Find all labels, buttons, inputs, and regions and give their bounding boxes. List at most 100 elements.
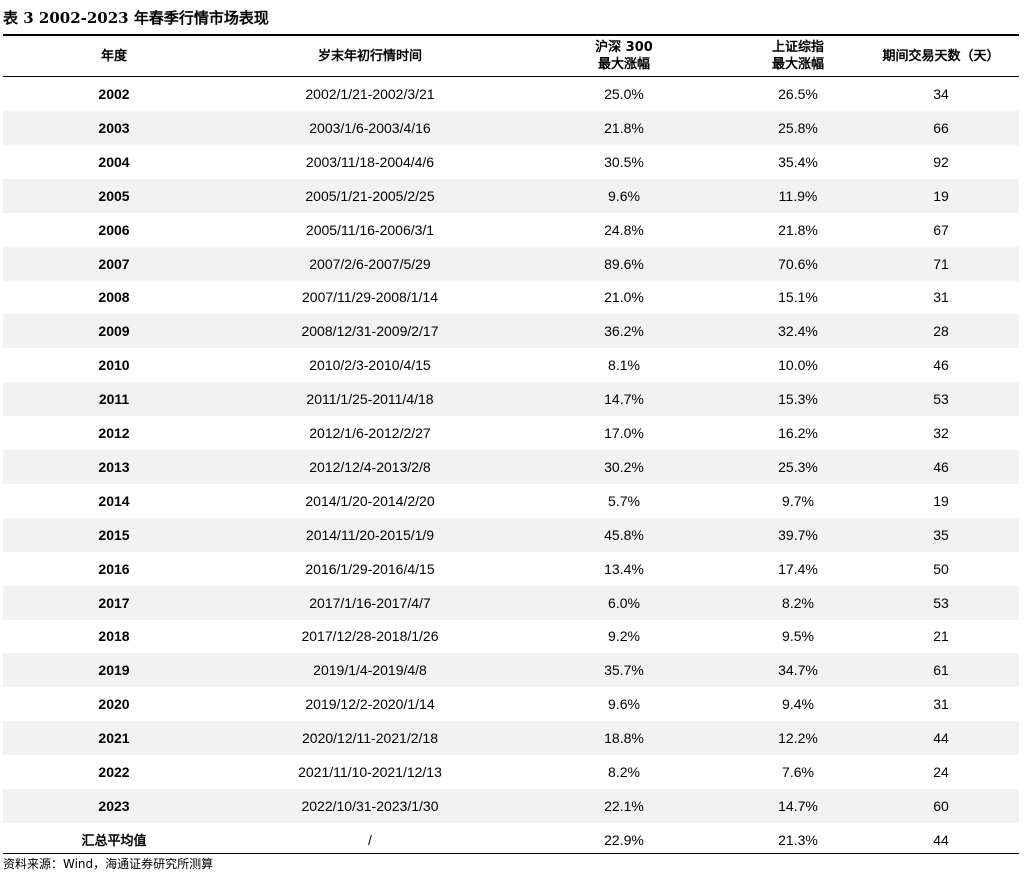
- hs300-cell: 9.2%: [608, 628, 640, 645]
- sz-cell: 35.4%: [778, 153, 818, 170]
- hs300-cell: 6.0%: [608, 594, 640, 611]
- table-row: 2009 2008/12/31-2009/2/17 36.2% 32.4% 28: [3, 314, 1019, 349]
- sz-cell: 39.7%: [778, 526, 818, 543]
- table-row: 2015 2014/11/20-2015/1/9 45.8% 39.7% 35: [3, 517, 1019, 552]
- sz-cell: 11.9%: [778, 187, 818, 204]
- days-cell: 24: [933, 764, 949, 780]
- table-row: 2019 2019/1/4-2019/4/8 35.7% 34.7% 61: [3, 653, 1019, 688]
- table-row: 2016 2016/1/29-2016/4/15 13.4% 17.4% 50: [3, 552, 1019, 586]
- table-row: 2017 2017/1/16-2017/4/7 6.0% 8.2% 53: [3, 585, 1019, 620]
- year-cell: 2002: [98, 86, 130, 102]
- days-cell: 19: [933, 492, 949, 509]
- days-cell: 50: [933, 560, 949, 577]
- period-cell: 2021/11/10-2021/12/13: [298, 764, 442, 780]
- period-cell: 2022/10/31-2023/1/30: [301, 797, 439, 814]
- period-cell: 2020/12/11-2021/2/18: [302, 730, 438, 747]
- header-sz-line1: 上证综指: [771, 40, 824, 55]
- year-cell: 2009: [98, 323, 130, 340]
- days-cell: 34: [933, 86, 949, 102]
- table-row: 2004 2003/11/18-2004/4/6 30.5% 35.4% 92: [3, 145, 1019, 179]
- table-row: 2007 2007/2/6-2007/5/29 89.6% 70.6% 71: [3, 246, 1019, 281]
- period-cell: 2007/11/29-2008/1/14: [302, 289, 438, 306]
- period-cell: 2017/12/28-2018/1/26: [301, 628, 439, 645]
- days-cell: 53: [933, 594, 949, 611]
- year-cell: 2011: [98, 391, 130, 408]
- header-sz-line2: 最大涨幅: [771, 57, 824, 72]
- year-cell: 2019: [98, 662, 130, 679]
- year-cell: 2021: [98, 730, 130, 747]
- hs300-cell: 18.8%: [604, 730, 644, 747]
- year-cell: 2018: [98, 628, 130, 645]
- table-row: 2011 2011/1/25-2011/4/18 14.7% 15.3% 53: [3, 382, 1019, 417]
- header-sz: 上证综指 最大涨幅: [733, 39, 863, 73]
- days-cell: 32: [933, 425, 949, 441]
- header-hs300: 沪深 300 最大涨幅: [515, 39, 733, 73]
- sz-cell: 7.6%: [782, 764, 814, 780]
- sz-cell: 32.4%: [778, 323, 818, 340]
- days-cell: 71: [933, 255, 949, 272]
- sz-cell: 70.6%: [778, 255, 818, 272]
- table-header-rule: [3, 76, 1019, 77]
- table-row: 2005 2005/1/21-2005/2/25 9.6% 11.9% 19: [3, 178, 1019, 213]
- period-cell: 2014/11/20-2015/1/9: [305, 526, 435, 543]
- year-cell: 2004: [98, 153, 130, 170]
- sz-cell: 21.8%: [778, 221, 818, 238]
- hs300-cell: 30.2%: [604, 458, 644, 475]
- source-note: 资料来源：Wind，海通证券研究所测算: [3, 857, 214, 871]
- days-cell: 19: [933, 187, 949, 204]
- year-cell: 2007: [98, 255, 130, 272]
- hs300-cell: 30.5%: [604, 153, 644, 170]
- days-cell: 92: [933, 153, 949, 170]
- period-cell: 2005/1/21-2005/2/25: [305, 187, 435, 204]
- period-cell: 2003/1/6-2003/4/16: [309, 119, 431, 136]
- header-hs300-line2: 最大涨幅: [597, 57, 650, 72]
- hs300-cell: 25.0%: [604, 86, 644, 102]
- hs300-cell: 13.4%: [604, 560, 644, 577]
- sz-cell: 9.7%: [782, 492, 814, 509]
- year-cell: 2005: [98, 187, 130, 204]
- hs300-cell: 35.7%: [604, 662, 644, 679]
- summary-period: /: [368, 831, 372, 848]
- period-cell: 2019/12/2-2020/1/14: [305, 696, 435, 713]
- days-cell: 61: [933, 662, 949, 679]
- sz-cell: 9.5%: [782, 628, 814, 645]
- hs300-cell: 45.8%: [604, 526, 644, 543]
- table-row: 2023 2022/10/31-2023/1/30 22.1% 14.7% 60: [3, 788, 1019, 823]
- sz-cell: 14.7%: [778, 797, 818, 814]
- table-row: 2006 2005/11/16-2006/3/1 24.8% 21.8% 67: [3, 213, 1019, 247]
- period-cell: 2011/1/25-2011/4/18: [306, 391, 434, 408]
- hs300-cell: 17.0%: [604, 425, 644, 441]
- sz-cell: 15.3%: [778, 391, 818, 408]
- year-cell: 2023: [98, 797, 130, 814]
- table-row: 2021 2020/12/11-2021/2/18 18.8% 12.2% 44: [3, 721, 1019, 756]
- sz-cell: 34.7%: [778, 662, 818, 679]
- summary-row: 汇总平均值 / 22.9% 21.3% 44: [3, 823, 1019, 857]
- sz-cell: 25.8%: [778, 119, 818, 136]
- sz-cell: 26.5%: [778, 86, 818, 102]
- days-cell: 53: [933, 391, 949, 408]
- table-row: 2012 2012/1/6-2012/2/27 17.0% 16.2% 32: [3, 416, 1019, 450]
- summary-hs300: 22.9%: [604, 831, 644, 848]
- year-cell: 2015: [98, 526, 130, 543]
- hs300-cell: 14.7%: [604, 391, 644, 408]
- period-cell: 2012/1/6-2012/2/27: [309, 425, 431, 441]
- days-cell: 46: [933, 458, 949, 475]
- table-row: 2003 2003/1/6-2003/4/16 21.8% 25.8% 66: [3, 110, 1019, 145]
- table-row: 2002 2002/1/21-2002/3/21 25.0% 26.5% 34: [3, 77, 1019, 111]
- header-days: 期间交易天数（天）: [882, 48, 1000, 64]
- year-cell: 2010: [98, 357, 130, 374]
- table-row: 2020 2019/12/2-2020/1/14 9.6% 9.4% 31: [3, 687, 1019, 721]
- header-year: 年度: [100, 48, 127, 64]
- period-cell: 2012/12/4-2013/2/8: [309, 458, 431, 475]
- table-row: 2022 2021/11/10-2021/12/13 8.2% 7.6% 24: [3, 755, 1019, 789]
- sz-cell: 25.3%: [778, 458, 818, 475]
- table-bottom-rule: [3, 853, 1019, 854]
- hs300-cell: 21.0%: [604, 289, 644, 306]
- hs300-cell: 89.6%: [604, 255, 644, 272]
- sz-cell: 8.2%: [782, 594, 814, 611]
- period-cell: 2003/11/18-2004/4/6: [305, 153, 435, 170]
- table-title: 表 3 2002-2023 年春季行情市场表现: [3, 9, 269, 27]
- period-cell: 2005/11/16-2006/3/1: [305, 221, 435, 238]
- table-row: 2010 2010/2/3-2010/4/15 8.1% 10.0% 46: [3, 348, 1019, 382]
- hs300-cell: 9.6%: [608, 696, 640, 713]
